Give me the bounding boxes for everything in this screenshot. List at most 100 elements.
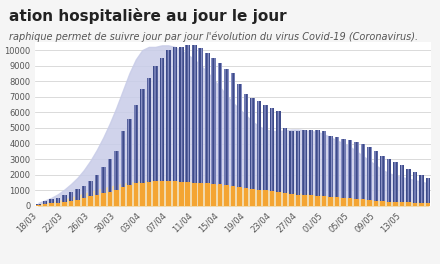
Bar	[36, 205, 41, 206]
Bar	[406, 202, 411, 206]
Bar	[160, 58, 164, 206]
Bar	[198, 49, 203, 206]
Bar	[192, 182, 197, 206]
Bar	[367, 147, 372, 206]
Bar	[425, 204, 430, 206]
Bar	[238, 84, 242, 206]
Bar	[121, 187, 125, 206]
Bar	[315, 196, 320, 206]
Bar	[172, 181, 177, 206]
Bar	[153, 66, 158, 206]
Bar	[140, 182, 145, 206]
Bar	[231, 186, 235, 206]
Bar	[257, 190, 261, 206]
Bar	[179, 47, 183, 206]
Bar	[322, 131, 326, 206]
Bar	[257, 101, 261, 206]
Bar	[95, 175, 99, 206]
Bar	[166, 181, 171, 206]
Bar	[270, 108, 275, 206]
Bar	[250, 189, 255, 206]
Bar	[341, 139, 346, 206]
Bar	[361, 144, 365, 206]
Bar	[302, 130, 307, 206]
Bar	[283, 128, 287, 206]
Bar	[400, 165, 404, 206]
Bar	[302, 195, 307, 206]
Bar	[62, 202, 67, 206]
Bar	[212, 184, 216, 206]
Bar	[387, 201, 391, 206]
Bar	[95, 195, 99, 206]
Bar	[238, 187, 242, 206]
Bar	[36, 204, 41, 206]
Bar	[108, 192, 112, 206]
Bar	[179, 182, 183, 206]
Bar	[205, 183, 209, 206]
Bar	[413, 203, 417, 206]
Bar	[55, 203, 60, 206]
Bar	[218, 63, 223, 206]
Bar	[322, 196, 326, 206]
Bar	[290, 194, 294, 206]
Bar	[224, 185, 229, 206]
Bar	[335, 137, 339, 206]
Bar	[244, 188, 249, 206]
Bar	[218, 185, 223, 206]
Bar	[309, 195, 313, 206]
Bar	[380, 201, 385, 206]
Bar	[186, 45, 190, 206]
Bar	[121, 131, 125, 206]
Bar	[62, 195, 67, 206]
Bar	[387, 159, 391, 206]
Bar	[419, 175, 424, 206]
Bar	[341, 198, 346, 206]
Bar	[147, 182, 151, 206]
Bar	[69, 201, 73, 206]
Bar	[309, 130, 313, 206]
Bar	[264, 190, 268, 206]
Text: raphique permet de suivre jour par jour l'évolution du virus Covid-19 (Coronavir: raphique permet de suivre jour par jour …	[9, 32, 418, 42]
Bar	[393, 162, 398, 206]
Bar	[393, 202, 398, 206]
Bar	[134, 183, 138, 206]
Bar	[43, 204, 47, 206]
Bar	[276, 111, 281, 206]
Bar	[270, 191, 275, 206]
Bar	[75, 189, 80, 206]
Bar	[49, 199, 54, 206]
Bar	[43, 201, 47, 206]
Bar	[147, 78, 151, 206]
Bar	[354, 199, 359, 206]
Bar	[55, 198, 60, 206]
Bar	[172, 47, 177, 206]
Bar	[140, 89, 145, 206]
Bar	[361, 199, 365, 206]
Bar	[192, 45, 197, 206]
Bar	[380, 156, 385, 206]
Bar	[69, 192, 73, 206]
Bar	[290, 131, 294, 206]
Bar	[81, 198, 86, 206]
Bar	[283, 194, 287, 206]
Bar	[231, 73, 235, 206]
Bar	[88, 181, 93, 206]
Bar	[81, 186, 86, 206]
Bar	[186, 182, 190, 206]
Bar	[400, 202, 404, 206]
Bar	[328, 136, 333, 206]
Bar	[328, 197, 333, 206]
Bar	[212, 58, 216, 206]
Bar	[101, 167, 106, 206]
Bar	[413, 172, 417, 206]
Bar	[127, 119, 132, 206]
Bar	[250, 98, 255, 206]
Bar	[75, 200, 80, 206]
Bar	[198, 183, 203, 206]
Bar	[354, 142, 359, 206]
Bar	[276, 192, 281, 206]
Bar	[419, 203, 424, 206]
Bar	[374, 201, 378, 206]
Bar	[296, 131, 301, 206]
Bar	[244, 94, 249, 206]
